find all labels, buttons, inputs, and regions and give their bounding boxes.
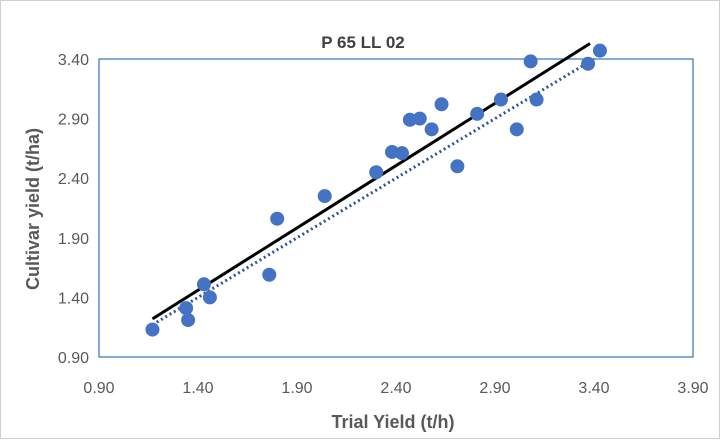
data-point [493,92,508,107]
trend-lines [151,42,595,327]
data-point [450,159,465,174]
data-point [145,322,160,337]
data-points [145,43,607,337]
data-point [369,165,384,180]
data-point [181,313,196,328]
x-tick-label: 0.90 [83,380,114,397]
y-tick-label: 3.40 [58,52,89,69]
data-point [317,189,332,204]
data-point [270,211,285,226]
y-tick-label: 2.90 [58,112,89,129]
x-tick-label: 3.90 [677,380,708,397]
data-point [196,277,211,292]
fit-line [151,42,591,321]
x-axis-ticks: 0.90 1.40 1.90 2.40 2.90 3.40 3.90 [83,380,708,397]
x-tick-label: 3.40 [578,380,609,397]
data-point [179,301,194,316]
x-tick-label: 2.40 [380,380,411,397]
y-tick-label: 1.40 [58,290,89,307]
data-point [581,56,596,71]
data-point [592,43,607,58]
data-point [262,267,277,282]
y-axis-title: Cultivar yield (t/ha) [23,128,43,290]
y-tick-label: 2.40 [58,171,89,188]
identity-line [151,57,595,327]
plot-area [98,58,694,358]
data-point [529,92,544,107]
x-tick-label: 1.90 [281,380,312,397]
data-point [424,122,439,137]
chart-title: P 65 LL 02 [321,33,404,52]
x-tick-label: 1.40 [182,380,213,397]
y-tick-label: 0.90 [58,350,89,367]
data-point [509,122,524,137]
data-point [434,97,449,112]
y-axis-ticks: 0.90 1.40 1.90 2.40 2.90 3.40 [58,52,89,367]
data-point [394,146,409,161]
data-point [523,54,538,69]
data-point [470,106,485,121]
x-tick-label: 2.90 [479,380,510,397]
data-point [412,111,427,126]
x-axis-title: Trial Yield (t/h) [331,412,454,432]
data-point [202,290,217,305]
y-tick-label: 1.90 [58,231,89,248]
